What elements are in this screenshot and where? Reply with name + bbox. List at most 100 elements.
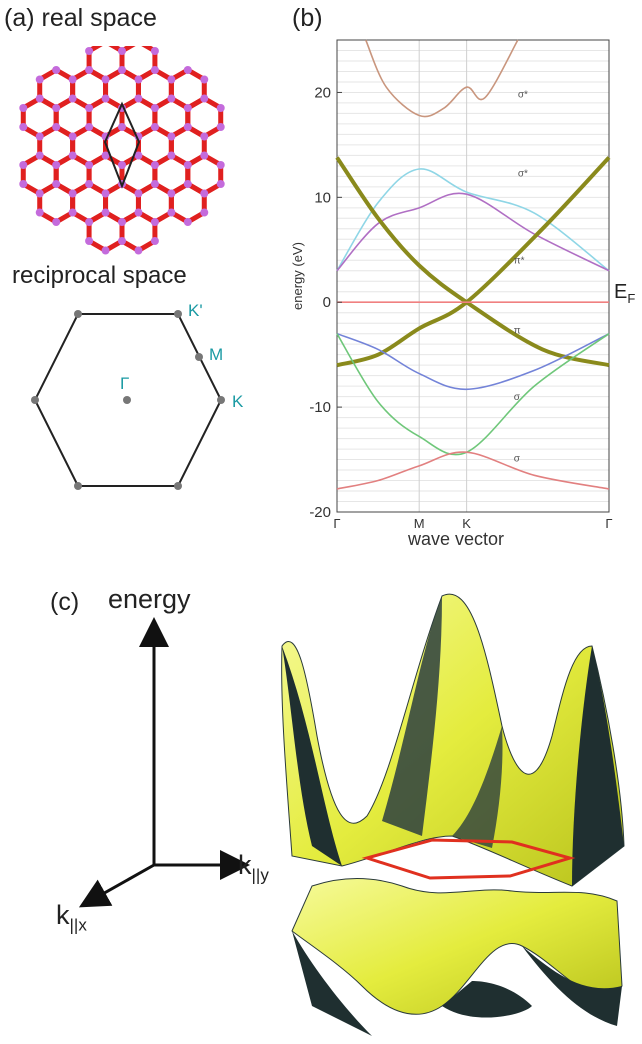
lattice-atom [118,237,126,245]
lattice-atom [85,161,94,169]
band-line-7 [336,451,610,490]
band-labels: σ* σ* π* π σ σ [514,90,528,465]
lattice-atom [118,218,126,226]
plot-frame [336,39,610,513]
y-tick-label: 0 [323,294,331,311]
lattice-atom [52,123,61,131]
lattice-atom [101,94,110,103]
lattice-atom [167,151,176,160]
lattice-atom [183,180,192,188]
lattice-hexagon [37,181,76,225]
lattice-atom [68,132,77,141]
lattice-atom [200,151,209,160]
lattice-atom [216,161,225,169]
lattice-atom [183,104,192,112]
lattice-atom [19,161,28,169]
lattice-atom [101,246,110,255]
panel-c-label: (c) [50,588,80,616]
lattice-atom [118,123,126,131]
band-line-4 [336,156,611,368]
lattice-atom [68,94,77,103]
lattice-atom [200,132,209,141]
label-k-prime: K' [188,301,203,320]
lattice-atom [52,218,61,226]
lattice-atom [134,151,143,160]
band-label: σ* [518,168,528,179]
kx-axis-arrow [78,863,155,908]
lattice-atom [183,66,192,74]
panel-a-label: (a) real space [4,4,157,32]
point-k-prime-dot [174,310,182,318]
reciprocal-space-title: reciprocal space [12,262,187,289]
band-line-6 [336,333,610,456]
lattice-atom [134,189,143,198]
panel-b-label: (b) [292,4,323,32]
point-k-dot [217,396,225,404]
label-m: M [209,345,223,364]
lattice-atom [150,218,159,226]
lattice-atom [134,208,143,217]
lattice-atom [85,47,94,55]
lattice-atom [216,123,225,131]
lattice-atom [35,94,44,103]
lattice-atom [216,180,225,188]
upper-band-surface [281,593,625,887]
lattice-atom [200,208,209,217]
lattice-atom [35,208,44,217]
lattice-atom [85,237,94,245]
lattice-atom [85,218,94,226]
lattice-atoms [19,47,225,255]
fermi-level-label: EF [614,281,635,306]
lattice-atom [150,123,159,131]
x-axis-label: wave vector [407,529,504,549]
unit-cell [103,101,141,189]
lattice-atom [68,75,77,84]
lattice-atom [150,180,159,188]
band-label: π* [514,255,525,266]
lattice-atom [167,94,176,103]
lattice-atom [35,189,44,198]
point-m-dot [195,353,203,361]
brillouin-zone: K' M K Γ [31,301,244,490]
band-line-5 [336,332,610,391]
band-label: σ [514,392,521,403]
lattice-atom [85,66,94,74]
y-tick-label: -20 [309,504,331,521]
lattice-atom [167,189,176,198]
band-line-3 [335,156,610,368]
ky-axis-label: k||y [238,850,269,885]
lattice-atom [52,180,61,188]
lattice-atom [134,75,143,84]
lattice-atom [200,75,209,84]
lattice-atom [35,132,44,141]
lattice-atom [183,123,192,131]
lattice-atom [134,246,143,255]
y-tick-label: 20 [314,84,331,101]
lattice-atom [118,47,126,55]
lattice-atom [101,189,110,198]
band-line-0 [365,39,519,118]
y-tick-label: 10 [314,189,331,206]
energy-axis-label: energy [108,584,191,614]
lattice-atom [52,66,61,74]
lattice-atom [150,66,159,74]
lattice-atom [52,161,61,169]
lattice-atom [85,180,94,188]
lattice-atom [200,94,209,103]
y-axis-label: energy (eV) [290,242,305,310]
lattice-atom [68,208,77,217]
k-space-axes [78,617,250,908]
band-label: σ [514,454,521,465]
lattice-atom [150,161,159,169]
lattice-atom [150,237,159,245]
lattice-atom [52,104,61,112]
x-tick-label: K [462,516,471,531]
lattice-atom [19,180,28,188]
lattice-atom [68,151,77,160]
band-line-2 [336,192,610,272]
lattice-atom [150,47,159,55]
kx-axis-label: k||x [56,900,87,935]
x-tick-label: Γ [333,516,340,531]
